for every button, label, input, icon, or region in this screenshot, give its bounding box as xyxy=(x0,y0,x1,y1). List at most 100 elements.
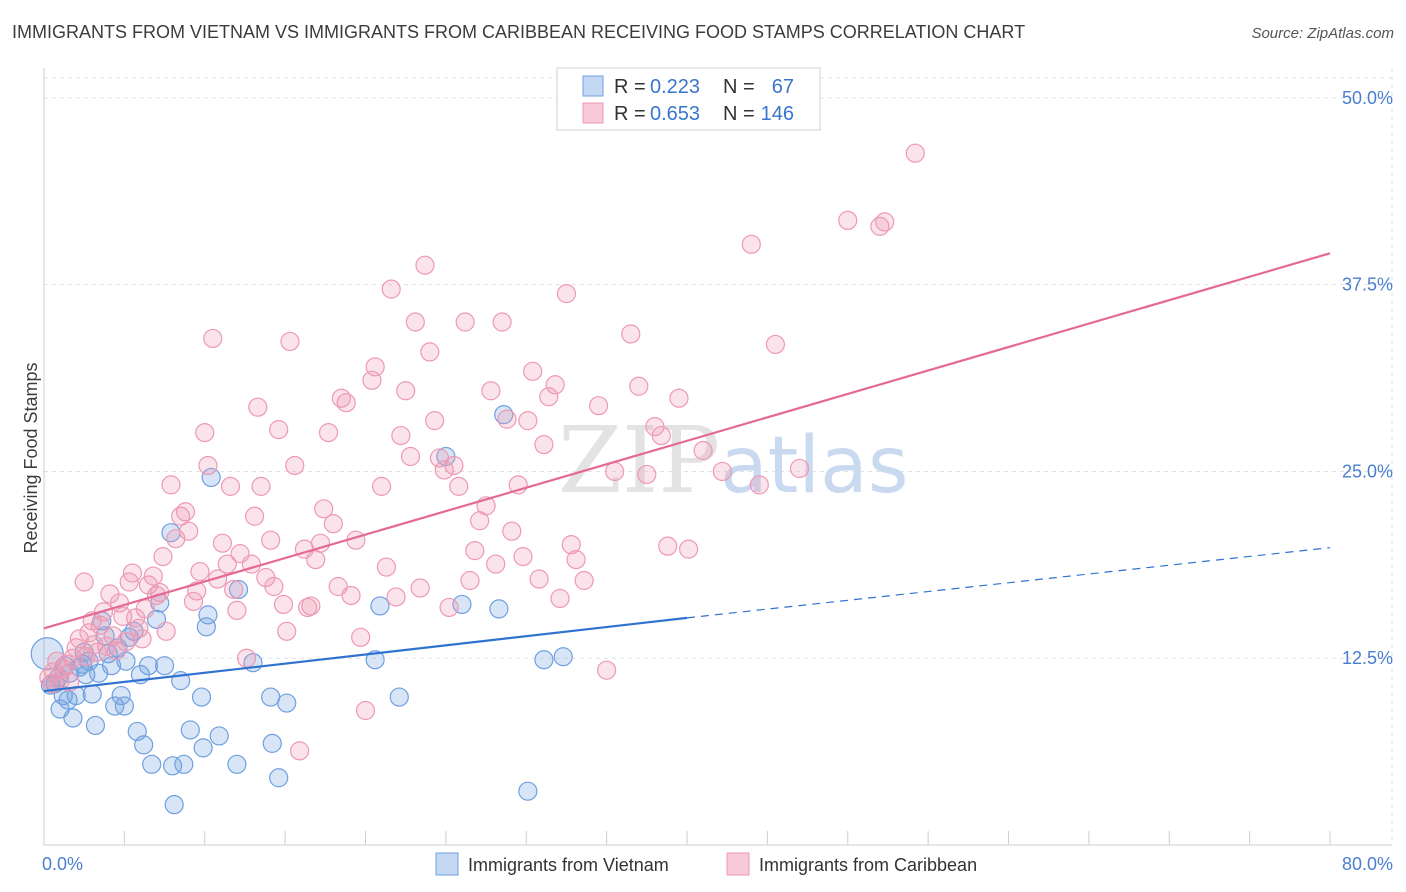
vietnam-point xyxy=(63,708,83,728)
legend-r-value-vietnam: 0.223 xyxy=(650,76,700,98)
trend-line-vietnam xyxy=(43,616,688,693)
vietnam-point xyxy=(174,754,194,774)
caribbean-point xyxy=(314,499,334,519)
caribbean-point xyxy=(481,381,501,401)
vietnam-point xyxy=(180,720,200,740)
vietnam-point xyxy=(201,467,221,488)
caribbean-point xyxy=(679,539,699,559)
caribbean-point xyxy=(425,411,445,431)
caribbean-point xyxy=(605,461,625,482)
vietnam-point xyxy=(111,685,131,706)
caribbean-point xyxy=(285,455,305,476)
vietnam-point xyxy=(227,754,247,774)
legend-n-label-vietnam: N = xyxy=(723,76,755,98)
caribbean-point xyxy=(277,621,297,641)
caribbean-point xyxy=(838,210,858,231)
series-caribbean-points xyxy=(39,143,925,761)
caribbean-point xyxy=(391,425,411,446)
vietnam-point xyxy=(389,687,409,707)
caribbean-point xyxy=(513,547,533,567)
y-tick-label: 50.0% xyxy=(1342,88,1393,108)
vietnam-point xyxy=(277,693,297,713)
caribbean-point xyxy=(175,502,196,522)
vietnam-point xyxy=(518,781,538,801)
caribbean-point xyxy=(637,464,657,485)
caribbean-point xyxy=(87,642,107,662)
caribbean-point xyxy=(269,420,289,440)
vietnam-point xyxy=(261,687,281,707)
caribbean-point xyxy=(444,455,464,476)
caribbean-point xyxy=(434,460,454,480)
vietnam-point xyxy=(534,650,554,670)
caribbean-point xyxy=(198,455,218,476)
caribbean-point xyxy=(79,623,99,643)
watermark-zip: ZIP xyxy=(558,407,720,514)
caribbean-point xyxy=(248,397,268,417)
caribbean-point xyxy=(621,324,641,344)
caribbean-point xyxy=(376,557,396,577)
caribbean-point xyxy=(486,554,506,574)
caribbean-point xyxy=(405,312,425,332)
caribbean-point xyxy=(539,387,559,407)
caribbean-point xyxy=(371,476,392,496)
chart-title: IMMIGRANTS FROM VIETNAM VS IMMIGRANTS FR… xyxy=(12,22,1025,42)
legend-swatch-caribbean xyxy=(582,102,604,124)
vietnam-point xyxy=(116,651,136,671)
axes xyxy=(43,68,1392,846)
caribbean-point xyxy=(122,563,143,583)
caribbean-point xyxy=(741,234,761,254)
caribbean-point xyxy=(381,279,401,299)
caribbean-point xyxy=(153,547,173,567)
caribbean-point xyxy=(306,550,326,570)
caribbean-point xyxy=(251,476,271,496)
caribbean-point xyxy=(439,597,459,618)
caribbean-point xyxy=(545,375,565,395)
vietnam-point xyxy=(138,656,159,676)
vietnam-point xyxy=(191,687,212,707)
caribbean-point xyxy=(597,660,617,680)
vietnam-point xyxy=(105,696,125,716)
caribbean-point xyxy=(588,396,609,416)
vietnam-point xyxy=(82,684,102,704)
caribbean-point xyxy=(129,618,149,638)
caribbean-point xyxy=(529,569,549,589)
caribbean-point xyxy=(658,536,678,556)
caribbean-point xyxy=(400,446,421,467)
caribbean-point xyxy=(220,476,241,496)
caribbean-point xyxy=(143,566,163,586)
trend-line-vietnam-extension xyxy=(686,547,1331,619)
caribbean-point xyxy=(693,440,713,461)
caribbean-point xyxy=(195,422,215,443)
caribbean-point xyxy=(190,561,210,582)
caribbean-point xyxy=(518,411,538,431)
watermark: ZIP atlas xyxy=(558,407,909,514)
vietnam-point xyxy=(101,656,122,676)
caribbean-point xyxy=(318,422,339,443)
vietnam-point xyxy=(193,738,213,758)
caribbean-point xyxy=(497,409,517,429)
caribbean-point xyxy=(460,570,480,591)
vietnam-point xyxy=(154,656,175,676)
vietnam-point xyxy=(30,637,64,671)
caribbean-point xyxy=(161,475,181,495)
caribbean-point xyxy=(502,521,522,541)
vietnam-point xyxy=(142,754,162,774)
x-tick-label-max: 80.0% xyxy=(1342,854,1393,874)
caribbean-point xyxy=(765,334,786,355)
vietnam-point xyxy=(198,605,218,625)
bottom-legend-swatch-caribbean xyxy=(726,852,750,876)
caribbean-point xyxy=(224,579,244,600)
vietnam-point xyxy=(114,696,134,716)
caribbean-point xyxy=(492,312,512,332)
caribbean-point xyxy=(749,475,769,495)
caribbean-point xyxy=(550,588,570,609)
vietnam-point xyxy=(262,733,282,753)
caribbean-point xyxy=(574,570,594,591)
caribbean-point xyxy=(465,541,485,561)
caribbean-point xyxy=(273,594,294,615)
caribbean-point xyxy=(280,331,300,352)
caribbean-point xyxy=(289,741,310,761)
caribbean-point xyxy=(355,700,376,721)
vietnam-point xyxy=(269,768,289,788)
